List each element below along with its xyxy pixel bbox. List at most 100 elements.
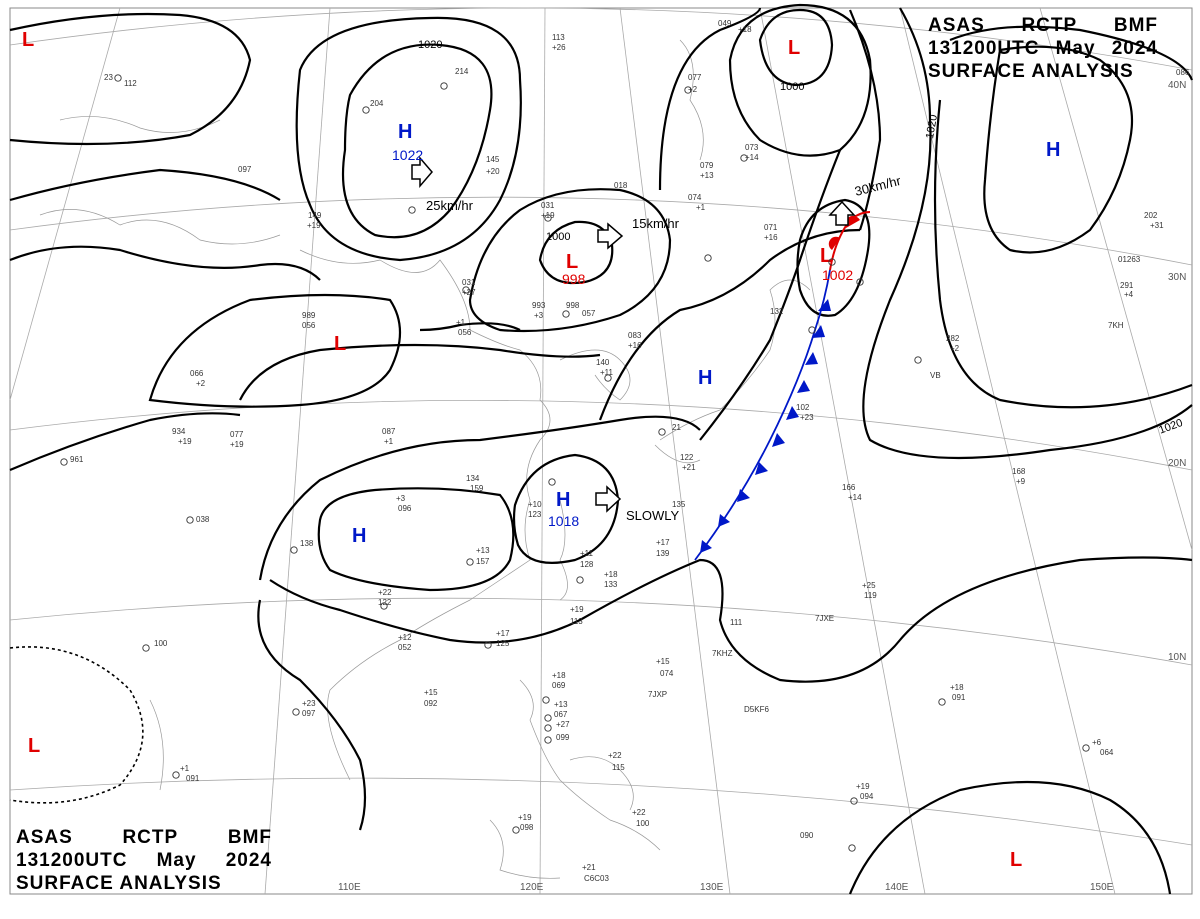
station-value: 112 (124, 79, 137, 88)
station-value: 056 (302, 321, 316, 330)
station-value: 056 (458, 328, 472, 337)
movement-labels: 25km/hr 15km/hr 30km/hr SLOWLY (426, 173, 903, 523)
title-type: SURFACE ANALYSIS (928, 61, 1134, 82)
low-center-L: L (22, 29, 34, 51)
high-center-H: H (352, 525, 366, 547)
grid-label-lon: 130E (700, 882, 724, 893)
station-value: +16 (764, 233, 778, 242)
station-value: 031 (541, 201, 555, 210)
station-value: 113 (570, 617, 583, 626)
isobar (598, 228, 861, 421)
station-value: 071 (764, 223, 778, 232)
title-block-top: ASAS RCTP BMF 131200UTC May 2024 SURFACE ANA… (928, 14, 1158, 83)
station-value: 149 (308, 211, 322, 220)
isobar (9, 168, 281, 202)
station-value: 166 (842, 483, 856, 492)
station-value: 134 (466, 474, 480, 483)
high-center-value: 1022 (392, 147, 423, 163)
station-circle-icon (740, 154, 748, 162)
station-value: +18 (552, 671, 566, 680)
isobar-label: 1020 (418, 39, 442, 51)
station-value: +26 (552, 43, 566, 52)
station-value: 204 (370, 99, 384, 108)
station-value: 291 (1120, 281, 1134, 290)
station-value: 122 (680, 453, 694, 462)
station-value: +14 (848, 493, 862, 502)
station-value: 097 (302, 709, 316, 718)
station-value: +19 (856, 782, 870, 791)
low-center-L: L (1010, 849, 1022, 871)
isobar (758, 8, 834, 87)
station-value: +18 (738, 25, 752, 34)
isobar (269, 556, 1193, 683)
station-value: 057 (582, 309, 596, 318)
station-circle-icon (548, 478, 556, 486)
title-time: 131200UTC (928, 38, 1040, 59)
isobar (295, 16, 522, 262)
movement-speed: 15km/hr (632, 216, 680, 231)
station-value: 159 (470, 484, 484, 493)
station-value: +20 (486, 167, 500, 176)
station-value: +11 (580, 549, 594, 558)
station-value: +13 (476, 546, 490, 555)
station-circle-icon (292, 708, 300, 716)
isobar (258, 415, 701, 581)
station-value: 098 (520, 823, 534, 832)
station-value: 7JXE (815, 614, 834, 623)
station-value: +27 (462, 288, 476, 297)
station-value: +1 (180, 764, 190, 773)
isobar (933, 99, 1193, 409)
station-value: 993 (532, 301, 546, 310)
arrow-icon (597, 222, 624, 250)
station-value: 067 (554, 710, 568, 719)
station-value: 133 (604, 580, 618, 589)
station-value: 125 (496, 639, 510, 648)
pressure-centers: H 1022 L 998 L 1002 H 1018 H H H L L L L… (22, 29, 1060, 871)
arrow-icon (828, 200, 856, 226)
station-value: +22 (378, 588, 392, 597)
station-circle-icon (938, 698, 946, 706)
coastlines (39, 39, 811, 879)
station-value: +4 (1124, 290, 1134, 299)
station-value: +14 (745, 153, 759, 162)
isobar (658, 7, 762, 191)
isobar (9, 412, 241, 472)
isobar (317, 487, 515, 592)
station-circle-icon (1082, 744, 1090, 752)
station-value: 031 (462, 278, 476, 287)
station-value: 132 (770, 307, 784, 316)
low-center-L: L (788, 37, 800, 59)
isobar-label: 1000 (546, 231, 570, 243)
station-value: 091 (186, 774, 200, 783)
station-value: +25 (862, 581, 876, 590)
longitude-grid (9, 7, 1193, 895)
station-circle-icon (544, 714, 552, 722)
station-circle-icon (290, 546, 298, 554)
station-value: C6C03 (584, 874, 609, 883)
station-value: 139 (656, 549, 670, 558)
title-source: BMF (1113, 15, 1158, 36)
station-value: 119 (864, 591, 877, 600)
station-circle-icon (856, 278, 864, 286)
station-value: +3 (396, 494, 406, 503)
low-center-L: L (334, 333, 346, 355)
station-value: 097 (238, 165, 252, 174)
station-circle-icon (114, 74, 122, 82)
station-value: +13 (554, 700, 568, 709)
station-circle-icon (172, 771, 180, 779)
station-value: D5KF6 (744, 705, 769, 714)
station-value: +12 (398, 633, 412, 642)
isobar (862, 7, 1193, 460)
station-value: +22 (608, 751, 622, 760)
station-value: +23 (800, 413, 814, 422)
isobar (728, 3, 872, 157)
station-circle-icon (544, 724, 552, 732)
station-value: +17 (496, 629, 510, 638)
station-circle-icon (576, 576, 584, 584)
station-value: +15 (424, 688, 438, 697)
station-value: 018 (614, 181, 628, 190)
station-value: 138 (300, 539, 314, 548)
station-value: 096 (398, 504, 412, 513)
grid-label-lat: 10N (1168, 652, 1186, 663)
station-value: 077 (230, 430, 244, 439)
